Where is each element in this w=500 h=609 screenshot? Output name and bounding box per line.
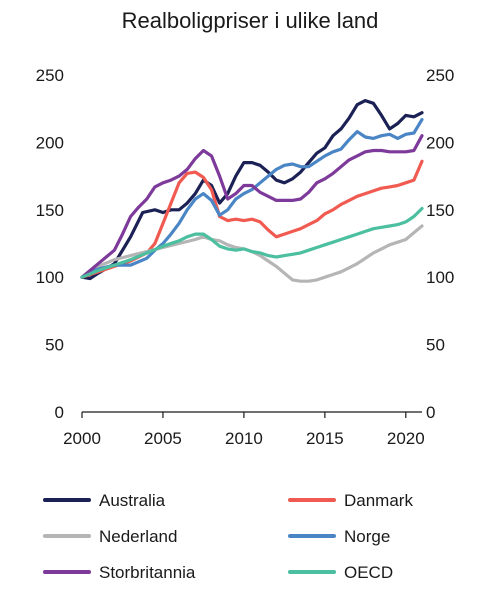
x-tick-label: 2020: [387, 429, 425, 448]
legend-label: Storbritannia: [99, 563, 196, 582]
series-lines: [80, 99, 424, 283]
y-tick-label-right: 150: [426, 201, 454, 220]
y-tick-label-right: 0: [426, 403, 435, 422]
series-line-nederland: [80, 224, 424, 283]
y-tick-label-left: 50: [45, 336, 64, 355]
legend-label: OECD: [344, 563, 393, 582]
legend-label: Danmark: [344, 491, 413, 510]
y-tick-label-right: 100: [426, 268, 454, 287]
series-line-storbritannia: [80, 134, 424, 279]
legend-label: Nederland: [99, 527, 177, 546]
x-tick-label: 2000: [63, 429, 101, 448]
y-tick-label-right: 200: [426, 133, 454, 152]
y-tick-label-left: 150: [36, 201, 64, 220]
y-tick-label-left: 100: [36, 268, 64, 287]
x-tick-label: 2015: [306, 429, 344, 448]
y-tick-label-right: 250: [426, 66, 454, 85]
x-tick-label: 2005: [144, 429, 182, 448]
x-tick-label: 2010: [225, 429, 263, 448]
legend-label: Norge: [344, 527, 390, 546]
y-tick-label-right: 50: [426, 336, 445, 355]
series-line-australia: [80, 99, 424, 281]
y-tick-label-left: 0: [55, 403, 64, 422]
y-tick-label-left: 200: [36, 133, 64, 152]
series-line-oecd: [80, 206, 424, 279]
legend: Australia Danmark Nederland Norge Storbritan…: [43, 491, 413, 582]
y-tick-label-left: 250: [36, 66, 64, 85]
series-line-danmark: [80, 159, 424, 279]
legend-label: Australia: [99, 491, 166, 510]
chart-title: Realboligpriser i ulike land: [121, 8, 379, 33]
